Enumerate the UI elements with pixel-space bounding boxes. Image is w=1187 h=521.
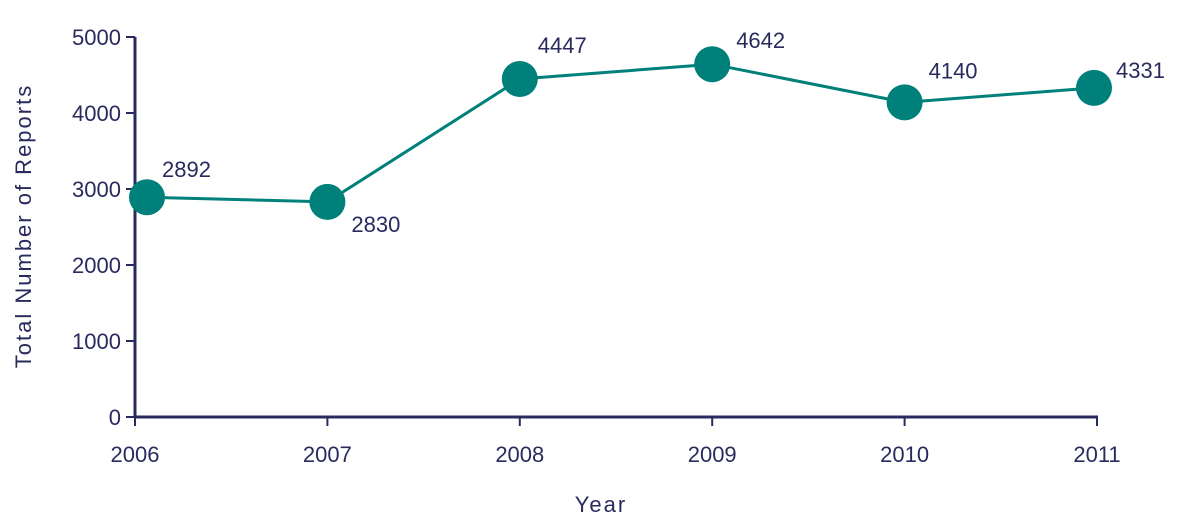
data-label-2007: 2830 [351, 212, 400, 237]
data-label-2011: 4331 [1116, 58, 1165, 83]
data-label-2009: 4642 [736, 28, 785, 53]
data-label-2010: 4140 [929, 58, 978, 83]
data-point-2008 [501, 61, 538, 98]
x-axis-title: Year [575, 492, 627, 517]
y-tick-label: 2000 [72, 253, 121, 278]
x-tick-label: 2010 [880, 442, 929, 467]
y-tick-label: 4000 [72, 101, 121, 126]
data-point-2011 [1076, 69, 1112, 106]
data-label-2008: 4447 [538, 33, 587, 58]
series-group [129, 46, 1112, 220]
data-label-2006: 2892 [162, 157, 211, 182]
y-tick-label: 1000 [72, 329, 121, 354]
x-tick-label: 2007 [303, 442, 352, 467]
x-tick-label: 2008 [495, 442, 544, 467]
data-point-2006 [129, 179, 165, 216]
data-labels: 2892 2830 4447 4642 4140 4331 [162, 28, 1165, 237]
x-tick-label: 2011 [1073, 442, 1120, 467]
data-point-2009 [694, 46, 731, 83]
data-point-2010 [886, 84, 923, 121]
y-tick-label: 5000 [72, 25, 121, 50]
tick-labels: 0 1000 2000 3000 4000 5000 2006 2007 2008 2009 201… [72, 25, 1121, 467]
y-tick-label: 3000 [72, 177, 121, 202]
x-tick-label: 2009 [688, 442, 737, 467]
y-axis-title: Total Number of Reports [11, 84, 36, 368]
y-tick-label: 0 [109, 405, 121, 430]
axes [126, 36, 1098, 426]
series-line [146, 62, 1095, 204]
data-point-2007 [309, 183, 346, 220]
x-tick-label: 2006 [111, 442, 160, 467]
